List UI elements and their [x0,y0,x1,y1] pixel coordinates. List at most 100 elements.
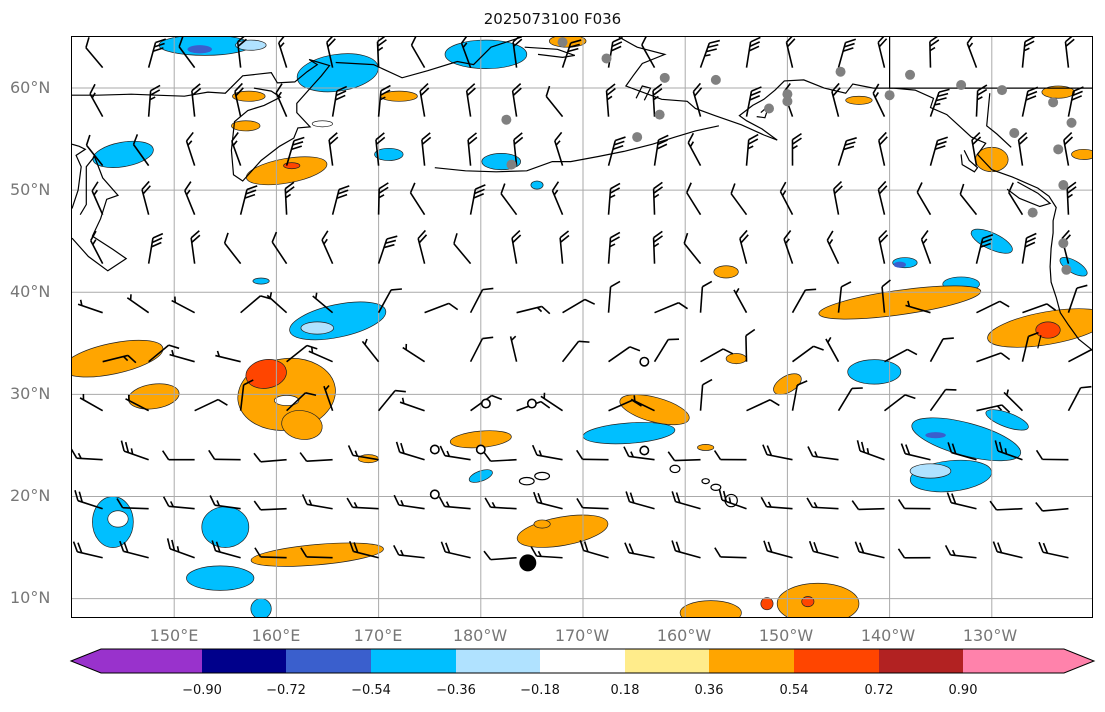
shaded-contour-patch [548,37,587,48]
wind-barb [253,452,287,463]
wind-barb [607,280,621,313]
wind-barb [500,183,518,216]
wind-barb [346,497,379,510]
wind-barb [1068,348,1092,363]
wind-barb [1035,502,1069,512]
wind-barb [266,292,288,314]
wind-barb [699,378,713,411]
wind-barb [483,451,517,462]
wind-barb [513,132,524,166]
wind-barb [453,233,472,265]
lon-label-170e: 170°E [353,626,403,645]
lat-label-50: 50°N [10,180,51,199]
shaded-contour-patch [801,596,815,608]
shaded-contour-patch [845,95,873,105]
wind-barb [878,131,888,166]
colorbar-cell [286,649,371,673]
wind-barb [171,296,196,314]
wind-barb [976,404,1011,414]
wind-barb [897,548,931,559]
shaded-contour-patch [283,162,301,170]
shaded-contour-patch [1041,85,1075,99]
shaded-contour-patch [232,90,266,102]
station-markers [429,37,1077,572]
wind-barb [215,350,241,363]
wind-barb [971,132,982,166]
wind-barb [376,37,387,68]
shaded-contour-patch [985,409,1029,431]
wind-barb [211,540,241,559]
wind-barb [72,541,103,559]
island-outline [710,483,722,491]
shaded-contour-patch [847,359,902,385]
wind-barb [699,39,720,68]
shaded-contour-patch [760,597,774,611]
station-dot-gray [1066,117,1077,128]
wind-barb [746,399,780,412]
wind-barb [559,230,570,264]
wind-barb [395,441,425,461]
shaded-contour-patch [516,514,609,548]
wind-barb [916,182,932,216]
lat-label-10: 10°N [10,588,51,607]
wind-barb [877,180,888,215]
coastline-segment [72,143,87,209]
station-circle-open [639,445,650,456]
wind-barb [301,494,333,510]
shaded-contour-patch [245,156,328,186]
wind-barb [576,498,609,510]
wind-barb [825,337,840,363]
wind-barb [730,183,748,216]
wind-barb [654,301,688,314]
wind-barb [884,348,918,363]
wind-barb [641,37,656,69]
coastline-segment [72,155,128,272]
colorbar-cell [371,649,456,673]
wind-barb [323,384,334,411]
wind-barb [881,279,891,313]
shaded-contour-patch [107,510,129,528]
wind-barb [837,137,857,166]
wind-barb [331,85,348,117]
wind-barb [807,446,839,461]
shaded-contour-patch [252,277,270,285]
lon-label-150e: 150°E [149,626,199,645]
wind-barb [90,230,104,265]
wind-barb [132,134,150,167]
coastline-segment [635,85,652,101]
wind-barb [1067,385,1092,412]
colorbar-tick-label: −0.18 [520,683,560,698]
wind-barb [166,538,195,559]
wind-barb [791,132,802,166]
wind-barb [1021,232,1037,264]
station-dot-gray [1058,180,1069,191]
coastline-segment [738,79,1092,351]
wind-barb [191,83,202,117]
wind-barb [929,337,954,363]
wind-barb [469,184,486,215]
wind-barb [147,84,161,117]
wind-barb [119,540,149,559]
wind-barb [561,340,590,363]
wind-barb [419,82,430,117]
wind-barb [361,338,380,363]
wind-barb [994,440,1023,461]
coastline-segment [960,150,979,173]
wind-barb [976,352,1011,363]
wind-barb [460,37,472,68]
wind-barb [791,380,808,411]
wind-barb [808,540,839,559]
coastline-segment [986,93,1012,148]
station-dot-gray [764,103,775,114]
shaded-contour-patch [679,600,742,617]
shaded-contour-patch [776,582,860,617]
station-dot-gray [557,37,568,48]
wind-barb [438,496,471,510]
shaded-contour-core [187,45,213,54]
station-dot-gray [1027,207,1038,218]
wind-barb [85,37,104,69]
wind-barb [393,544,425,559]
wind-barb [1021,37,1035,68]
wind-barb [162,496,195,510]
wind-barb [739,229,749,264]
